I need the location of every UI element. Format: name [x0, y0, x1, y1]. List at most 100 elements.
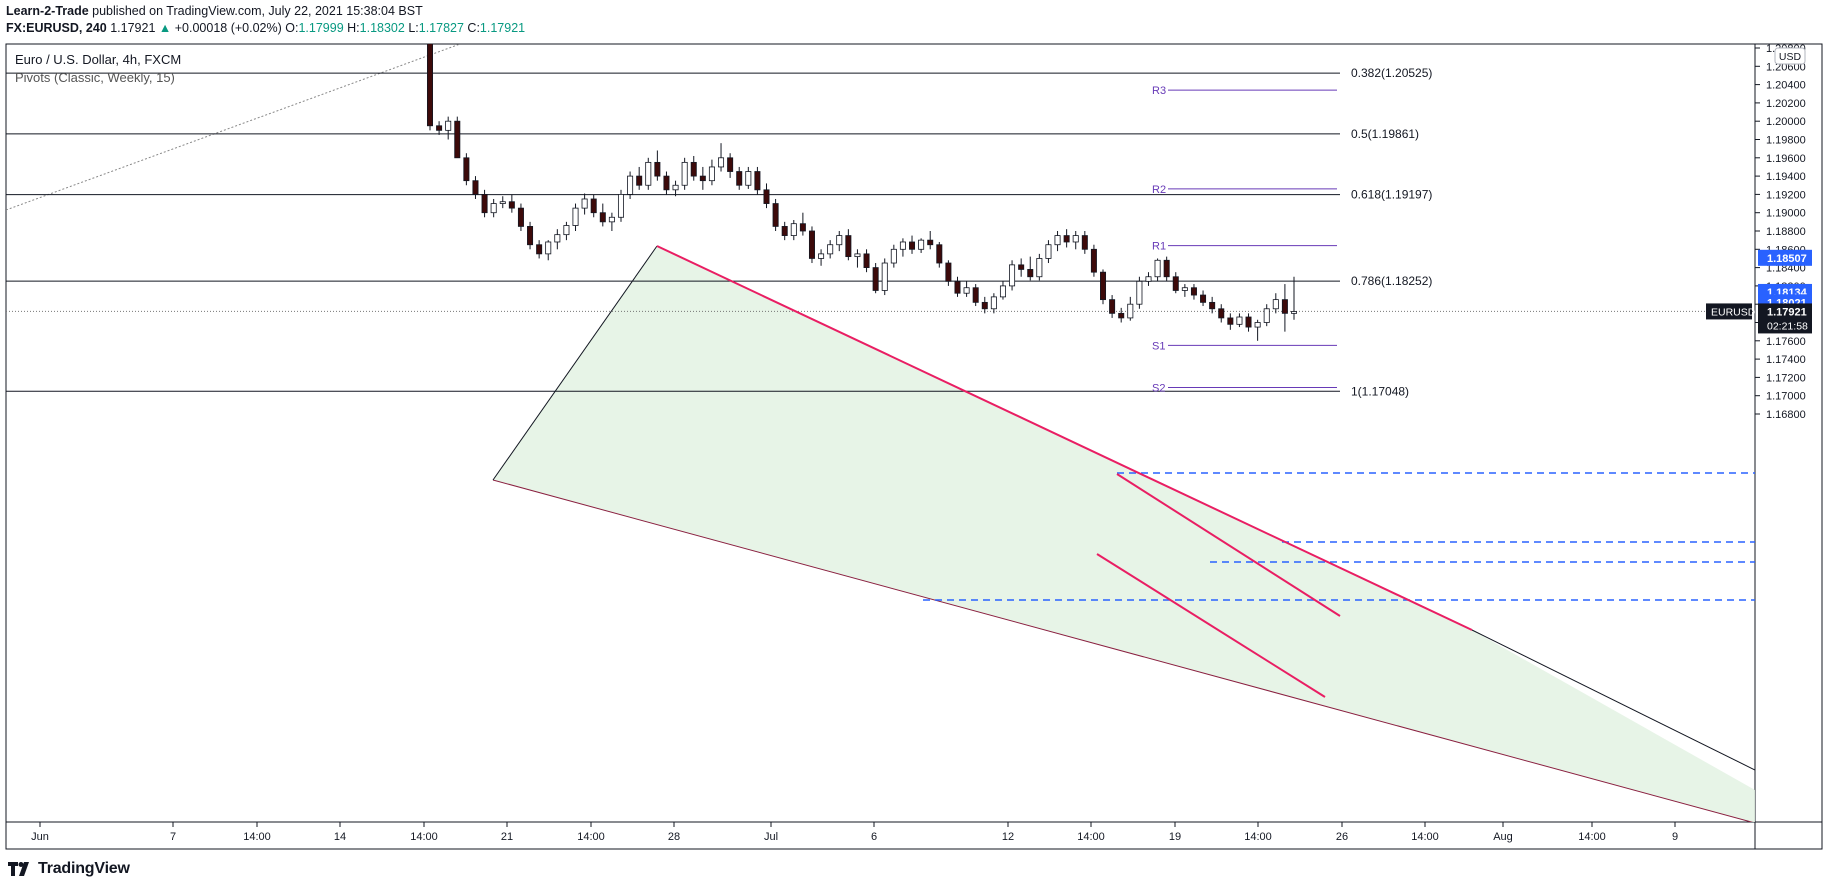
candle-down [1245, 316, 1252, 328]
drawings-layer [6, 44, 1755, 822]
price-tick-label: 1.17200 [1766, 372, 1806, 384]
low-label: L: [408, 21, 419, 35]
last-price: 1.17921 [110, 21, 156, 35]
candle-down [845, 235, 852, 258]
falling-wedge-fill [493, 246, 1755, 822]
candle-up [899, 241, 906, 250]
candle-up [627, 175, 634, 195]
author-name: Learn-2-Trade [6, 4, 89, 18]
time-tick-label: Aug [1493, 831, 1513, 843]
time-tick-label: 6 [871, 831, 877, 843]
candle-up [1181, 287, 1188, 291]
time-tick-label: 14:00 [1077, 831, 1105, 843]
candle-down [1227, 317, 1234, 325]
candle-up [672, 184, 679, 191]
candle-down [909, 241, 916, 250]
candle-up [708, 166, 715, 182]
tradingview-logo-icon [8, 862, 29, 876]
candle-up [1054, 235, 1061, 246]
candle-up [1036, 258, 1043, 278]
currency-label: USD [1779, 51, 1802, 63]
publish-info: Learn-2-Trade published on TradingView.c… [6, 4, 423, 18]
fib-level-label: 0.382(1.20525) [1351, 66, 1432, 80]
chart-title: Euro / U.S. Dollar, 4h, FXCM [15, 52, 181, 67]
published-text: published on TradingView.com, July 22, 2… [92, 4, 423, 18]
price-tick-label: 1.17600 [1766, 336, 1806, 348]
candle-down [781, 226, 788, 236]
candle-up [645, 161, 652, 186]
dotted-trendline [6, 44, 461, 211]
candle-down [1281, 299, 1288, 314]
candle-up [1236, 316, 1243, 325]
candle-up [608, 216, 615, 223]
candle-up [617, 193, 624, 218]
time-axis[interactable]: Jun 7 14:00 14 14:00 21 14:00 28 Jul 6 12 14:00 19 14… [31, 822, 1678, 843]
price-tick-label: 1.19600 [1766, 153, 1806, 165]
candle-up [1291, 311, 1298, 314]
pivot-label: S2 [1152, 382, 1165, 394]
candle-up [818, 253, 825, 259]
candle-up [563, 225, 570, 236]
candle-up [445, 120, 452, 131]
pivot-label: R1 [1152, 241, 1166, 253]
time-tick-label: 14:00 [1411, 831, 1439, 843]
candle-down [654, 161, 661, 177]
low-value: 1.17827 [418, 21, 464, 35]
time-tick-label: 12 [1002, 831, 1014, 843]
open-value: 1.17999 [298, 21, 344, 35]
footer-brand: TradingView [38, 860, 130, 877]
wedge-lower-line [492, 479, 1754, 822]
price-tick-label: 1.20200 [1766, 98, 1806, 110]
candle-up [790, 223, 797, 236]
candle-down [936, 244, 943, 264]
candle-up [1072, 235, 1079, 243]
symbol-tag-box [1706, 303, 1752, 320]
candle-up [1154, 259, 1161, 278]
price-axis[interactable]: 1.208001.206001.204001.202001.200001.198… [1706, 43, 1812, 421]
candle-down [954, 280, 961, 294]
candle-up [1009, 264, 1016, 287]
currency-badge[interactable] [1774, 47, 1806, 65]
footer-branding[interactable]: TradingView [8, 860, 130, 878]
price-tick-label: 1.17000 [1766, 391, 1806, 403]
time-tick-label: 14:00 [577, 831, 605, 843]
candle-up [1136, 280, 1143, 305]
candle-up [1145, 276, 1152, 282]
candle-up [745, 171, 752, 186]
candle-up [1127, 303, 1134, 319]
candle-up [718, 157, 725, 168]
current-price-label: 1.17921 [1767, 306, 1807, 318]
pivot-label: S1 [1152, 340, 1165, 352]
candle-up [1045, 244, 1052, 259]
candle-up [681, 161, 688, 186]
candle-up [890, 248, 897, 264]
price-tick-label: 1.17400 [1766, 354, 1806, 366]
candle-down [1109, 299, 1116, 314]
close-label: C: [467, 21, 480, 35]
price-tick-label: 1.20000 [1766, 116, 1806, 128]
candle-down [599, 212, 606, 223]
candle-up [836, 235, 843, 246]
time-tick-label: 14 [334, 831, 346, 843]
candle-down [463, 157, 470, 182]
candle-down [981, 301, 988, 310]
candle-up [545, 241, 552, 255]
time-tick-label: 14:00 [243, 831, 271, 843]
fib-level-label: 0.5(1.19861) [1351, 127, 1419, 141]
candle-up [854, 253, 861, 258]
candle-down [972, 287, 979, 303]
indicator-legend: Pivots (Classic, Weekly, 15) [15, 70, 175, 85]
candle-down [1200, 294, 1207, 303]
candle-down [1190, 287, 1197, 296]
candle-up [490, 203, 497, 214]
fib-level-label: 0.786(1.18252) [1351, 274, 1432, 288]
symbol-tag-label: EURUSD [1711, 306, 1756, 318]
candle-down [436, 125, 443, 131]
candles-layer[interactable] [426, 21, 1298, 341]
price-tick-label: 1.18800 [1766, 226, 1806, 238]
overlay-layer: 0.382(1.20525) 0.5(1.19861) 0.618(1.19197)… [1152, 66, 1432, 398]
time-tick-label: Jun [31, 831, 49, 843]
candle-down [472, 180, 479, 195]
candle-down [772, 203, 779, 227]
